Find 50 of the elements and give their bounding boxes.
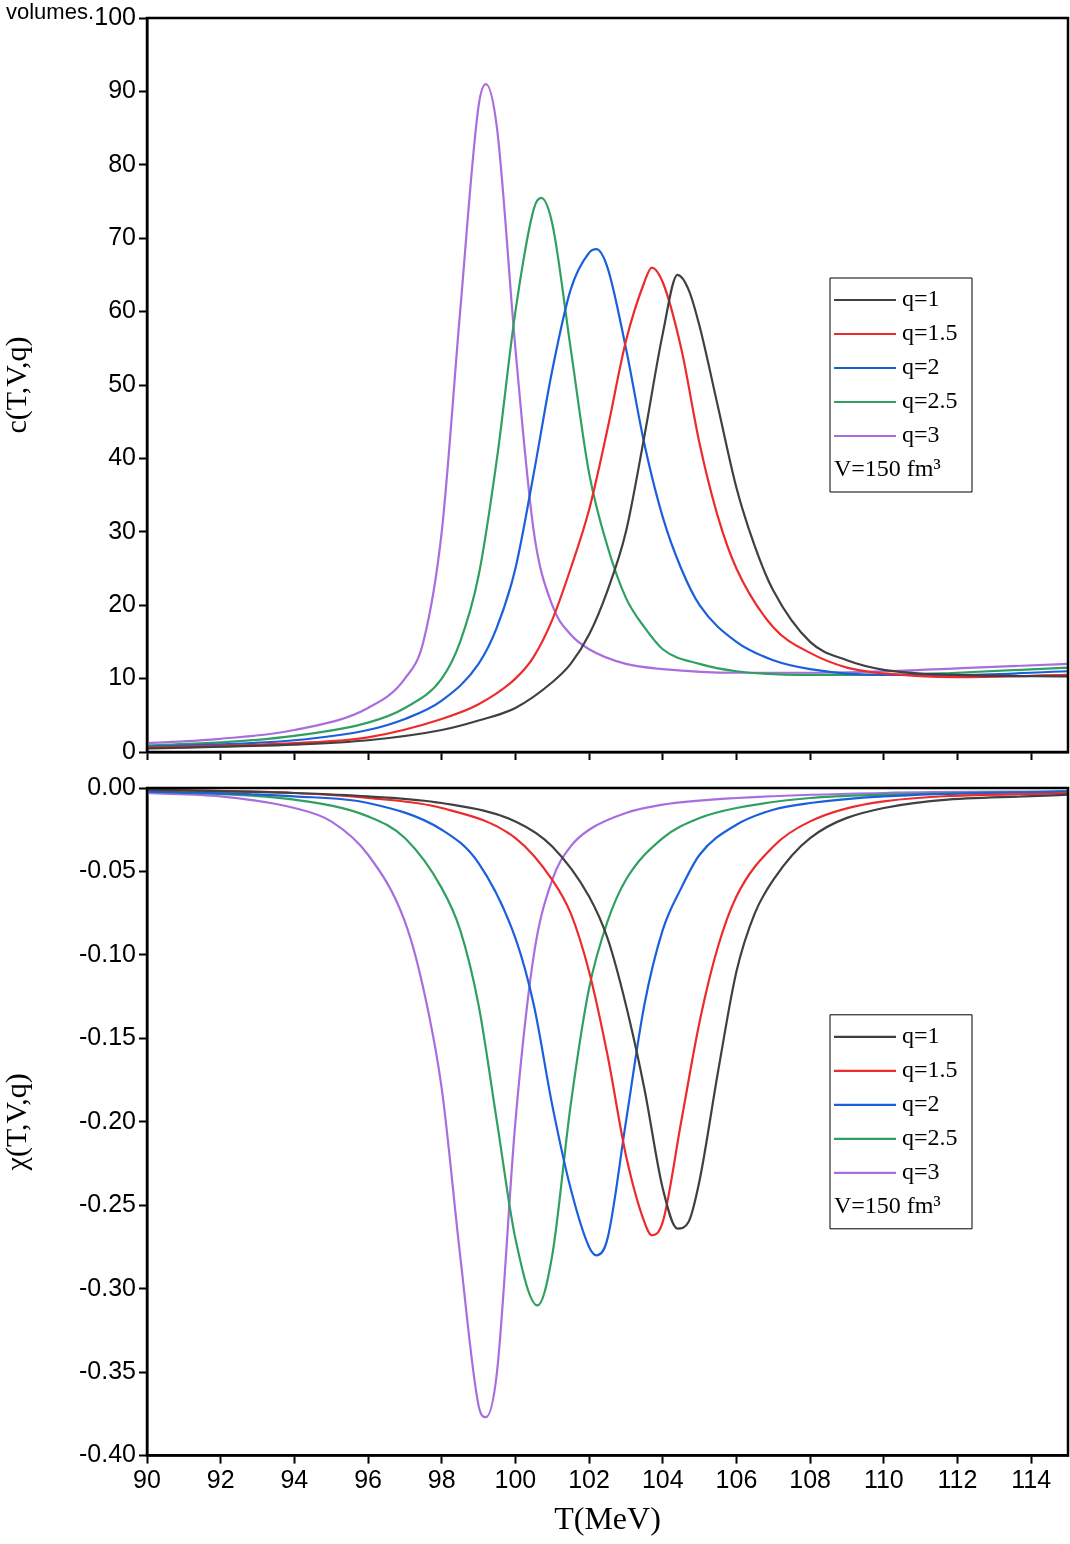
y-tick-label: 70 (108, 222, 136, 251)
legend-label: q=3 (902, 1158, 940, 1185)
y-tick-label: -0.35 (79, 1356, 136, 1385)
x-tick-label: 90 (133, 1465, 161, 1494)
y-tick-label: 80 (108, 148, 136, 177)
x-axis-title: T(MeV) (554, 1500, 661, 1537)
y-tick-label: 20 (108, 589, 136, 618)
legend-label: q=1.5 (902, 1056, 958, 1083)
legend-label: q=2 (902, 353, 940, 380)
x-tick-label: 102 (568, 1465, 610, 1494)
annotation: V=150 fm³ (834, 1192, 941, 1219)
y-tick-label: -0.40 (79, 1439, 136, 1468)
y-tick-label: -0.30 (79, 1272, 136, 1301)
legend-label: q=1 (902, 1022, 940, 1049)
x-tick-label: 94 (280, 1465, 309, 1494)
x-tick-label: 114 (1011, 1465, 1052, 1494)
y-tick-label: 30 (108, 515, 136, 544)
y-tick-label: 60 (108, 295, 136, 324)
legend-label: q=3 (902, 421, 940, 448)
y-axis-title: χ(T,V,q) (0, 1073, 33, 1172)
x-tick-label: 106 (715, 1465, 758, 1494)
y-tick-label: -0.20 (79, 1105, 136, 1134)
x-tick-label: 100 (494, 1465, 537, 1494)
text: volumes. (6, 0, 95, 25)
y-tick-label: -0.15 (79, 1022, 136, 1051)
line-series (147, 82, 1068, 745)
y-tick-label: -0.25 (79, 1189, 136, 1218)
x-tick-label: 112 (937, 1465, 978, 1494)
legend-label: q=1.5 (902, 319, 958, 346)
y-tick-label: 0.00 (87, 771, 136, 800)
legend-label: q=1 (902, 285, 940, 312)
legend-label: q=2 (902, 1090, 940, 1117)
y-tick-label: 100 (94, 1, 136, 30)
y-tick-label: 40 (108, 442, 136, 471)
y-axis-title: c(T,V,q) (0, 336, 33, 434)
y-tick-label: 0 (122, 735, 136, 764)
x-tick-label: 92 (206, 1465, 235, 1494)
legend-label: q=2.5 (902, 1124, 958, 1151)
y-tick-label: 10 (108, 662, 136, 691)
y-tick-label: 90 (108, 75, 136, 104)
y-tick-label: 50 (108, 368, 136, 397)
x-tick-label: 110 (863, 1465, 904, 1494)
x-tick-label: 104 (641, 1465, 684, 1494)
legend-label: q=2.5 (902, 387, 958, 414)
y-tick-label: -0.05 (79, 855, 136, 884)
annotation: V=150 fm³ (834, 455, 941, 482)
x-tick-label: 96 (354, 1465, 382, 1494)
x-tick-label: 98 (427, 1465, 456, 1494)
x-tick-label: 108 (789, 1465, 831, 1494)
y-tick-label: -0.10 (79, 938, 136, 967)
